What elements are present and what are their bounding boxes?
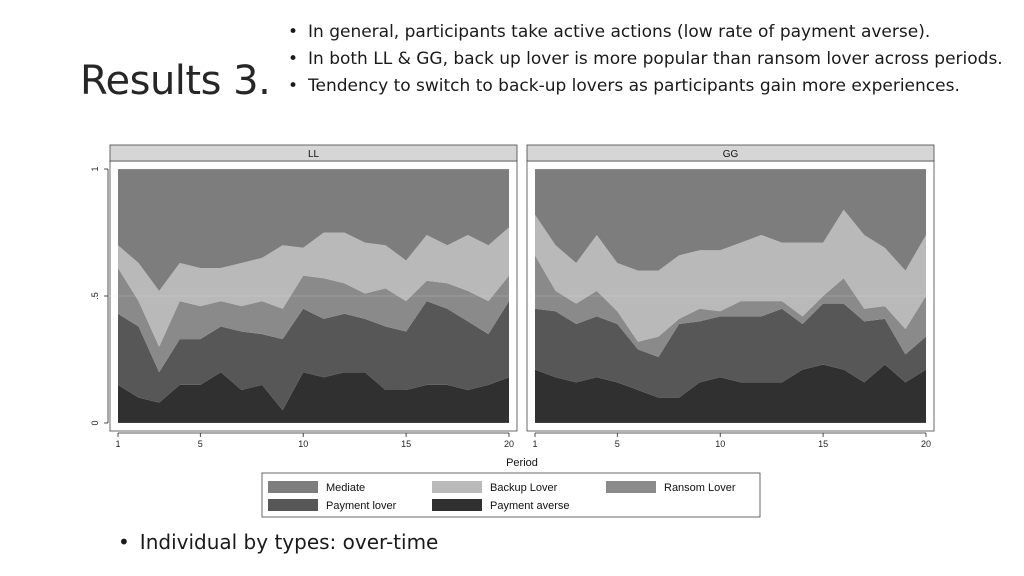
area-ransom-lover bbox=[535, 255, 926, 357]
legend-label: Backup Lover bbox=[490, 482, 558, 494]
bullet-list: In general, participants take active act… bbox=[286, 22, 1006, 103]
bullet-item: Tendency to switch to back-up lovers as … bbox=[286, 76, 1006, 96]
area-payment-lover bbox=[535, 303, 926, 398]
area-backup-lover bbox=[535, 209, 926, 342]
y-tick-label: .5 bbox=[90, 292, 100, 300]
area-ransom-lover bbox=[118, 268, 509, 373]
x-tick-label: 5 bbox=[615, 439, 620, 449]
x-tick-label: 5 bbox=[198, 439, 203, 449]
x-tick-label: 10 bbox=[715, 439, 725, 449]
x-tick-label: 1 bbox=[115, 439, 120, 449]
bottom-bullet: • Individual by types: over-time bbox=[118, 530, 438, 554]
legend-swatch bbox=[432, 499, 482, 511]
panel-strip-label: GG bbox=[723, 149, 739, 160]
area-payment-averse bbox=[118, 372, 509, 423]
area-payment-lover bbox=[118, 301, 509, 411]
area-backup-lover bbox=[118, 227, 509, 347]
x-tick-label: 20 bbox=[504, 439, 514, 449]
legend-swatch bbox=[606, 481, 656, 493]
legend-box bbox=[261, 472, 761, 518]
legend-swatch bbox=[268, 499, 318, 511]
legend-swatch bbox=[268, 481, 318, 493]
panel-strip-label: LL bbox=[308, 149, 320, 160]
legend-label: Payment lover bbox=[326, 500, 397, 512]
area-payment-averse bbox=[535, 364, 926, 423]
area-mediate bbox=[118, 169, 509, 291]
slide-title: Results 3. bbox=[80, 58, 271, 104]
area-mediate bbox=[535, 169, 926, 271]
x-tick-label: 10 bbox=[298, 439, 308, 449]
x-axis-title: Period bbox=[506, 457, 538, 469]
bottom-bullet-text: Individual by types: over-time bbox=[139, 530, 439, 554]
x-tick-label: 15 bbox=[818, 439, 828, 449]
legend-swatch bbox=[432, 481, 482, 493]
y-tick-label: 1 bbox=[90, 166, 100, 171]
x-tick-label: 20 bbox=[921, 439, 931, 449]
x-tick-label: 1 bbox=[532, 439, 537, 449]
legend-label: Mediate bbox=[326, 482, 365, 494]
legend-label: Ransom Lover bbox=[664, 482, 736, 494]
panel-strip bbox=[109, 144, 518, 162]
bullet-item: In general, participants take active act… bbox=[286, 22, 1006, 42]
bullet-item: In both LL & GG, back up lover is more p… bbox=[286, 49, 1006, 69]
y-tick-label: 0 bbox=[90, 420, 100, 425]
panel-strip bbox=[526, 144, 935, 162]
legend-label: Payment averse bbox=[490, 500, 569, 512]
bullet-dot: • bbox=[118, 530, 130, 554]
x-tick-label: 15 bbox=[401, 439, 411, 449]
